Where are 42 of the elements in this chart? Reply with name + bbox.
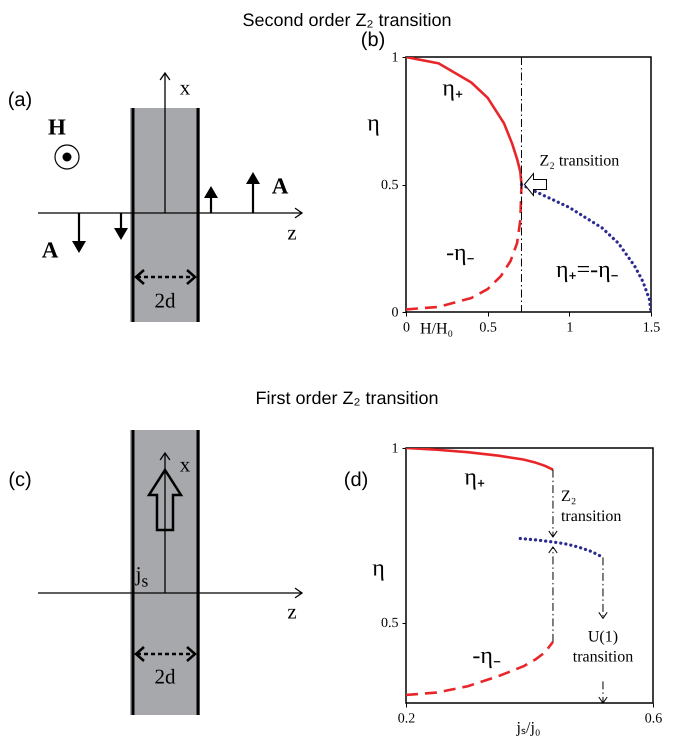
annotation: Z₂ transition	[539, 152, 620, 170]
text: j$_{s}$	[136, 562, 148, 590]
text: (c)	[8, 469, 32, 491]
y-axis-title: η	[372, 556, 385, 582]
text: z	[287, 600, 297, 624]
series-label: -η₋	[472, 643, 501, 670]
text: Second order Z₂ transition	[242, 10, 452, 30]
line-series	[520, 182, 651, 312]
text: z	[287, 220, 297, 244]
y-tick-label: 0.5	[381, 616, 398, 632]
text: (a)	[8, 89, 32, 111]
x-tick-label: 1.5	[642, 320, 660, 336]
x-axis-title: H/H₀	[420, 320, 454, 338]
series-label: -η₋	[446, 240, 475, 266]
y-tick-label: 1	[392, 442, 398, 456]
text: (d)	[344, 469, 368, 491]
x-tick-label: 0.6	[644, 712, 662, 726]
text: 2d	[154, 288, 176, 312]
text: A	[42, 238, 58, 262]
y-axis-title: η	[367, 110, 380, 136]
y-tick-label: 0	[392, 306, 398, 320]
line-series	[406, 448, 554, 471]
text: x	[180, 452, 190, 476]
text: First order Z₂ transition	[255, 388, 439, 408]
x-axis-title: jₛ/j₀	[516, 720, 540, 736]
series-label: η₊=-η₋	[556, 257, 619, 284]
y-tick-label: 0.5	[381, 178, 398, 193]
x-tick-label: 0.2	[398, 712, 416, 726]
series-label: η₊	[464, 464, 485, 491]
series-label: η₊	[442, 75, 463, 102]
annotation: Z₂ transition	[560, 488, 622, 525]
line-series	[406, 640, 554, 696]
text: 2d	[154, 664, 176, 688]
x-tick-label: 0	[403, 320, 410, 336]
text: A	[272, 174, 288, 198]
text: x	[180, 76, 190, 100]
x-tick-label: 0.5	[479, 320, 497, 336]
x-tick-label: 1	[566, 320, 574, 336]
y-tick-label: 1	[392, 50, 398, 66]
annotation: U(1) transition	[572, 628, 634, 666]
text: (b)	[360, 29, 386, 51]
text: H	[48, 114, 66, 140]
